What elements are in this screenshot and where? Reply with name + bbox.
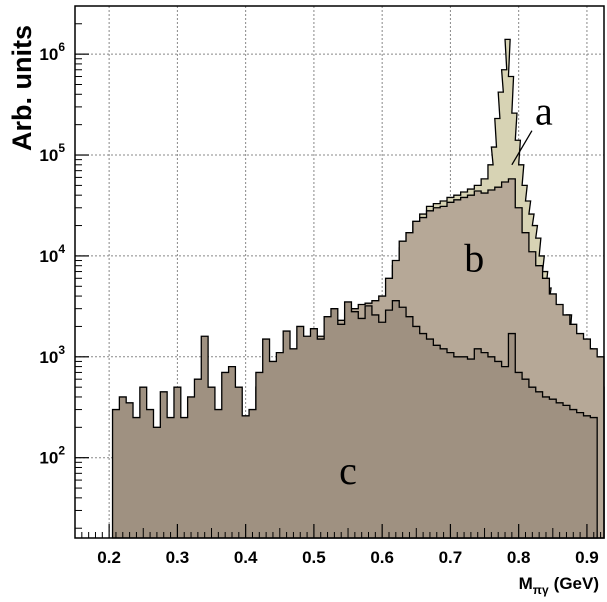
y-tick-exponent: 2	[58, 444, 65, 458]
series-layer	[111, 38, 605, 539]
y-tick-base: 10	[39, 146, 58, 165]
x-tick-label: 0.9	[575, 548, 599, 567]
y-tick-label: 103	[39, 343, 65, 367]
x-tick-label: 0.6	[370, 548, 394, 567]
x-tick-label: 0.2	[97, 548, 121, 567]
x-tick-label: 0.5	[302, 548, 326, 567]
y-tick-exponent: 6	[58, 40, 65, 54]
x-tick-label: 0.7	[439, 548, 463, 567]
x-tick-label: 0.4	[234, 548, 258, 567]
y-tick-base: 10	[39, 449, 58, 468]
y-tick-exponent: 4	[58, 242, 65, 256]
curve-label-b: b	[464, 236, 484, 281]
y-tick-exponent: 3	[58, 343, 65, 357]
y-tick-exponent: 5	[58, 141, 65, 155]
x-axis-title-unit: (GeV)	[554, 574, 599, 593]
axis-ticks	[75, 5, 602, 538]
y-tick-base: 10	[39, 247, 58, 266]
y-axis-title: Arb. units	[7, 25, 37, 151]
y-tick-label: 102	[39, 444, 65, 468]
y-tick-label: 106	[39, 40, 65, 64]
x-tick-label: 0.3	[166, 548, 190, 567]
curve-label-pointer-a	[511, 130, 533, 166]
curve-label-a: a	[535, 89, 553, 134]
x-axis-title-main: M	[519, 574, 533, 593]
x-tick-label: 0.8	[507, 548, 531, 567]
x-axis-title: Mπγ (GeV)	[519, 574, 599, 597]
x-axis-title-sub: πγ	[533, 583, 549, 597]
y-tick-label: 104	[39, 242, 65, 266]
y-tick-base: 10	[39, 45, 58, 64]
curve-label-c: c	[339, 448, 357, 493]
histogram-c	[111, 300, 598, 539]
y-tick-base: 10	[39, 348, 58, 367]
y-tick-label: 105	[39, 141, 65, 165]
curve-labels: a b c	[339, 89, 553, 493]
